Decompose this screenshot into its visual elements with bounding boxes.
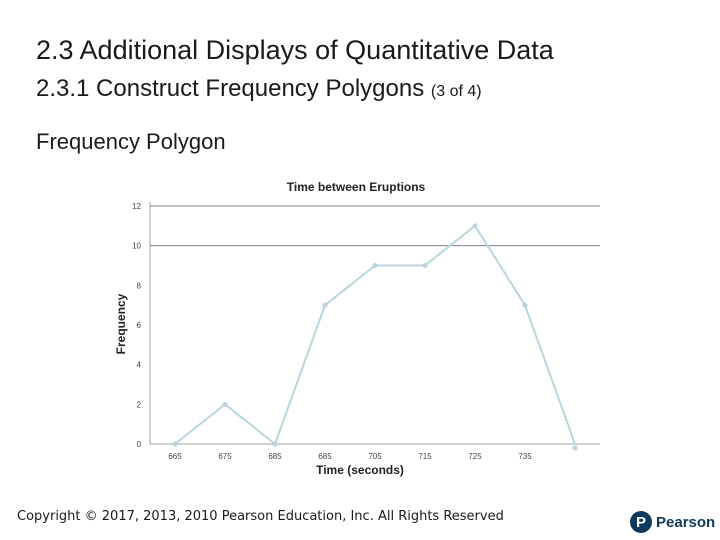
subtitle-part: (3 of 4) <box>430 83 482 100</box>
x-axis-label: Time (seconds) <box>316 463 404 477</box>
series-segment <box>524 304 576 445</box>
x-tick-label: 665 <box>168 452 182 461</box>
data-point <box>472 223 478 229</box>
slide-title: 2.3 Additional Displays of Quantitative … <box>36 35 554 65</box>
pearson-logo: P Pearson <box>630 510 715 534</box>
frequency-polygon-chart: Time between Eruptions Frequency Time (s… <box>114 180 600 477</box>
x-tick-label: 715 <box>418 452 432 461</box>
subtitle-main: 2.3.1 Construct Frequency Polygons <box>36 75 425 102</box>
y-tick-label: 0 <box>137 440 142 449</box>
data-point <box>572 445 578 451</box>
series-segment <box>424 224 476 267</box>
grid-lines <box>150 205 600 247</box>
y-tick-label: 12 <box>132 202 141 211</box>
data-point <box>272 441 278 447</box>
series-segment <box>174 403 226 445</box>
section-title: Frequency Polygon <box>36 129 226 154</box>
y-tick-label: 10 <box>132 242 141 251</box>
series-segment <box>324 264 376 307</box>
x-tick-label: 685 <box>318 452 332 461</box>
pearson-logo-icon: P <box>630 511 652 533</box>
x-tick-label: 675 <box>218 452 232 461</box>
series-line <box>174 224 576 445</box>
data-point <box>172 441 178 447</box>
x-tick-label: 705 <box>368 452 382 461</box>
y-tick-label: 8 <box>137 281 142 290</box>
y-tick-label: 6 <box>137 321 142 330</box>
data-point <box>372 262 378 269</box>
y-tick-label: 2 <box>137 400 142 409</box>
axes: 0 2 4 6 8 10 12 665 675 685 685 705 715 725 735 <box>132 202 600 461</box>
y-tick-label: 4 <box>137 361 142 370</box>
x-tick-label: 685 <box>268 452 282 461</box>
copyright-text: Copyright © 2017, 2013, 2010 Pearson Edu… <box>17 509 504 524</box>
x-tick-label: 735 <box>518 452 532 461</box>
y-axis-label: Frequency <box>114 293 128 354</box>
data-point <box>222 401 228 407</box>
data-point <box>522 302 528 308</box>
series-segment <box>474 224 526 307</box>
chart-title: Time between Eruptions <box>287 180 426 194</box>
slide-subtitle: 2.3.1 Construct Frequency Polygons (3 of… <box>36 74 482 107</box>
pearson-logo-text: Pearson <box>656 513 716 531</box>
data-point <box>422 262 428 269</box>
series-segment <box>274 304 326 445</box>
data-point <box>322 302 328 308</box>
series-points <box>172 223 578 451</box>
x-tick-label: 725 <box>468 452 482 461</box>
series-segment <box>224 403 276 445</box>
